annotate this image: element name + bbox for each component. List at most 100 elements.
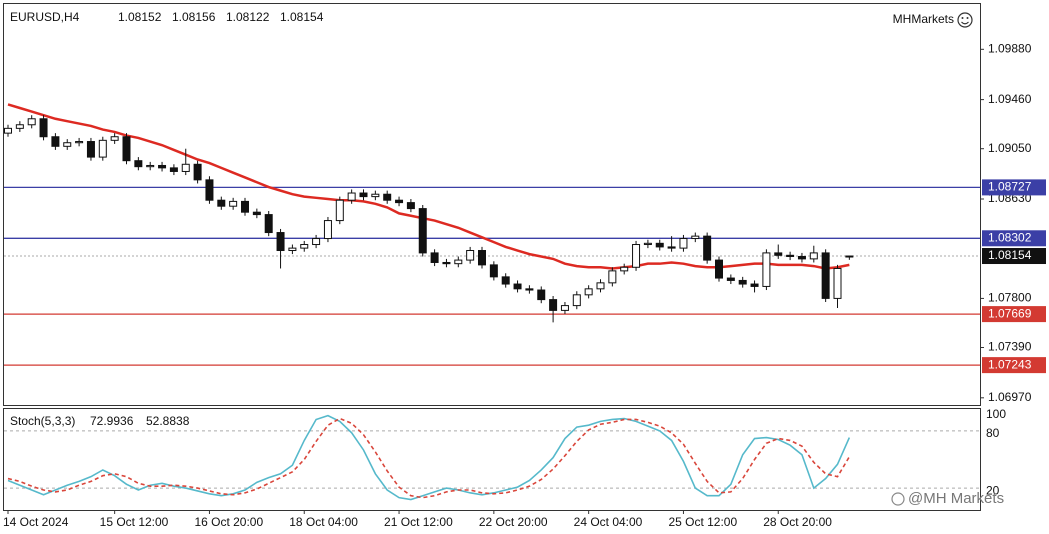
x-tick-label: 21 Oct 12:00 [384,515,453,529]
oscillator-signal-value: 52.8838 [146,414,190,428]
candle-body [276,232,285,252]
candle-body [762,252,771,287]
candle-body [513,283,522,290]
candle-body [383,193,392,201]
candle-body [241,200,249,213]
last-price-label: 1.08154 [988,248,1032,262]
x-tick-label: 16 Oct 20:00 [194,515,263,529]
candle-body [466,250,475,261]
candle-body [596,282,605,290]
level-label-box [982,357,1046,374]
brand-smiley [957,12,973,28]
level-label: 1.08302 [988,230,1032,244]
candle-body [335,199,344,222]
candle-body [525,288,534,291]
level-label: 1.08727 [988,180,1032,194]
y-tick-label: 1.06970 [988,390,1032,404]
x-tick-label: 22 Oct 20:00 [479,515,548,529]
moving-average [7,103,850,270]
candle-body [750,283,759,287]
x-tick-label: 18 Oct 04:00 [289,515,358,529]
candle-body [4,127,12,134]
osc-line [7,417,851,499]
candle-body [122,136,131,162]
watermark-icon [891,492,905,506]
candle-body [786,254,795,257]
header-open: 1.08152 [118,10,162,24]
candle-body [418,208,427,254]
candle-body [395,199,404,204]
candle-body [549,299,558,311]
header-low: 1.08122 [226,10,270,24]
candle-body [181,163,190,172]
header-high: 1.08156 [172,10,216,24]
candle-body [454,259,463,265]
candle-body [86,141,95,158]
candle-body [264,214,273,234]
y-tick-label: 1.07800 [988,291,1032,305]
candle-body [205,179,214,201]
candle-body [15,124,24,129]
candle-body [430,252,439,263]
candle-body [679,238,688,249]
candle-body [323,220,332,240]
level-label-box [982,179,1046,196]
x-tick-label: 14 Oct 2024 [3,515,69,529]
y-tick-label: 1.09050 [988,141,1032,155]
candle-body [833,267,842,299]
y-tick-label: 1.09880 [988,41,1032,55]
candle-body [643,242,652,246]
header-close: 1.08154 [280,10,324,24]
candle-body [406,202,415,210]
candle-body [98,139,107,158]
level-label: 1.07669 [988,306,1032,320]
candle-body [347,192,356,201]
watermark: @MH Markets [908,490,1004,507]
candle-body [821,252,830,299]
candle-body [312,238,321,246]
candle-body [193,163,202,181]
candle-body [691,235,700,240]
candle-body [774,252,783,256]
osc-tick-label: 100 [986,407,1006,421]
candle-body [158,164,167,169]
candle-body [110,136,119,141]
candle-body [489,264,498,278]
candle-body [300,244,309,249]
candle-body [217,199,226,207]
candle-body [359,192,368,198]
candle-body [572,294,581,307]
y-tick-label: 1.09460 [988,92,1032,106]
candle-body [608,270,617,284]
symbol: EURUSD,H4 [10,10,80,24]
candle-body [51,136,60,147]
last-price-box [982,248,1046,265]
level-label: 1.07243 [988,357,1032,371]
candle-body [584,288,593,296]
candle-body [27,118,36,126]
level-label-box [982,230,1046,247]
candle-body [726,277,735,281]
candle-body [667,246,676,249]
osc-tick-label: 80 [986,426,1000,440]
candle-body [560,305,569,311]
candle-body [632,244,641,268]
oscillator-panel-frame [3,408,981,511]
candle-body [655,242,664,248]
x-tick-label: 24 Oct 04:00 [574,515,643,529]
price-panel-frame [3,3,981,406]
candle-body [797,255,806,260]
x-tick-label: 28 Oct 20:00 [763,515,832,529]
candle-body [169,167,178,172]
osc-tick-label: 20 [986,483,1000,497]
candle-body [501,276,510,285]
candle-body [288,247,297,252]
y-tick-label: 1.07390 [988,340,1032,354]
x-tick-label: 15 Oct 12:00 [100,515,169,529]
candle-body [134,160,143,168]
candle-body [845,255,854,258]
oscillator-title: Stoch(5,3,3) [10,414,75,428]
candle-body [252,211,261,216]
